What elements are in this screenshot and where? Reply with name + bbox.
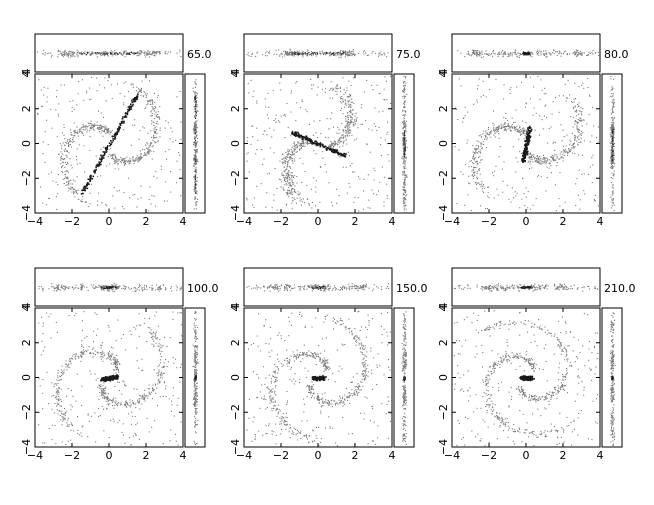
panel-time-label: 75.0 (396, 48, 421, 61)
x-tick-label: 0 (523, 215, 530, 228)
x-tick-label: −4 (27, 215, 43, 228)
edge-on-tick-label: 4 (437, 303, 450, 310)
edge-on-xz-frame (243, 33, 393, 73)
edge-on-xz-frame (34, 267, 184, 307)
y-tick-label: −4 (229, 439, 242, 455)
edge-on-xz-frame (451, 267, 601, 307)
x-tick-label: 2 (143, 449, 150, 462)
x-tick-label: 4 (597, 449, 604, 462)
edge-on-xz-frame (451, 33, 601, 73)
y-tick-label: 4 (20, 305, 33, 312)
particle-cloud (246, 48, 408, 212)
particle-cloud (37, 49, 199, 212)
particle-cloud (454, 49, 616, 212)
y-tick-label: 4 (229, 305, 242, 312)
x-tick-label: 2 (143, 215, 150, 228)
x-tick-label: −2 (64, 449, 80, 462)
y-tick-label: 4 (437, 305, 450, 312)
x-tick-label: 4 (180, 215, 187, 228)
y-tick-label: 0 (229, 374, 242, 381)
edge-on-yz-frame (184, 307, 206, 448)
y-tick-label: −2 (437, 404, 450, 420)
y-tick-label: 4 (229, 71, 242, 78)
particle-cloud (246, 283, 408, 447)
x-tick-label: 4 (389, 449, 396, 462)
x-tick-label: 4 (389, 215, 396, 228)
x-tick-label: 0 (523, 449, 530, 462)
y-tick-label: 2 (20, 339, 33, 346)
edge-on-yz-frame (184, 73, 206, 214)
x-tick-label: 2 (352, 215, 359, 228)
y-tick-label: −4 (437, 439, 450, 455)
edge-on-tick-label: 4 (229, 303, 242, 310)
x-tick-label: 4 (597, 215, 604, 228)
x-tick-label: 0 (106, 215, 113, 228)
panel-time-label: 100.0 (187, 282, 219, 295)
edge-on-tick-label: 4 (229, 69, 242, 76)
y-tick-label: 2 (437, 105, 450, 112)
y-tick-label: 2 (229, 105, 242, 112)
y-tick-label: 2 (437, 339, 450, 346)
x-tick-label: −4 (236, 449, 252, 462)
x-tick-label: 2 (560, 449, 567, 462)
panel-time-label: 210.0 (604, 282, 636, 295)
particle-cloud (453, 283, 616, 447)
panel-time-label: 65.0 (187, 48, 212, 61)
x-tick-label: 0 (315, 449, 322, 462)
x-tick-label: −4 (236, 215, 252, 228)
edge-on-yz-frame (601, 73, 623, 214)
y-tick-label: −4 (229, 205, 242, 221)
x-tick-label: 0 (315, 215, 322, 228)
y-tick-label: 2 (229, 339, 242, 346)
y-tick-label: 0 (437, 374, 450, 381)
y-tick-label: −2 (229, 170, 242, 186)
y-tick-label: −4 (20, 439, 33, 455)
y-tick-label: 2 (20, 105, 33, 112)
y-tick-label: 0 (20, 140, 33, 147)
y-tick-label: 4 (437, 71, 450, 78)
panel-time-label: 80.0 (604, 48, 629, 61)
y-tick-label: −4 (20, 205, 33, 221)
edge-on-tick-label: 4 (437, 69, 450, 76)
x-tick-label: 0 (106, 449, 113, 462)
y-tick-label: −2 (437, 170, 450, 186)
x-tick-label: −4 (444, 449, 460, 462)
edge-on-tick-label: 4 (20, 69, 33, 76)
edge-on-tick-label: 4 (20, 303, 33, 310)
x-tick-label: −2 (273, 215, 289, 228)
x-tick-label: 2 (352, 449, 359, 462)
x-tick-label: −4 (27, 449, 43, 462)
particle-cloud (38, 282, 199, 446)
x-tick-label: −2 (481, 215, 497, 228)
x-tick-label: −2 (481, 449, 497, 462)
edge-on-yz-frame (393, 73, 415, 214)
x-tick-label: −4 (444, 215, 460, 228)
y-tick-label: −2 (229, 404, 242, 420)
x-tick-label: 2 (560, 215, 567, 228)
x-tick-label: −2 (273, 449, 289, 462)
y-tick-label: 4 (20, 71, 33, 78)
edge-on-xz-frame (243, 267, 393, 307)
y-tick-label: −2 (20, 404, 33, 420)
y-tick-label: 0 (229, 140, 242, 147)
x-tick-label: −2 (64, 215, 80, 228)
x-tick-label: 4 (180, 449, 187, 462)
edge-on-yz-frame (601, 307, 623, 448)
y-tick-label: 0 (437, 140, 450, 147)
y-tick-label: 0 (20, 374, 33, 381)
y-tick-label: −2 (20, 170, 33, 186)
edge-on-yz-frame (393, 307, 415, 448)
edge-on-xz-frame (34, 33, 184, 73)
panel-time-label: 150.0 (396, 282, 428, 295)
y-tick-label: −4 (437, 205, 450, 221)
